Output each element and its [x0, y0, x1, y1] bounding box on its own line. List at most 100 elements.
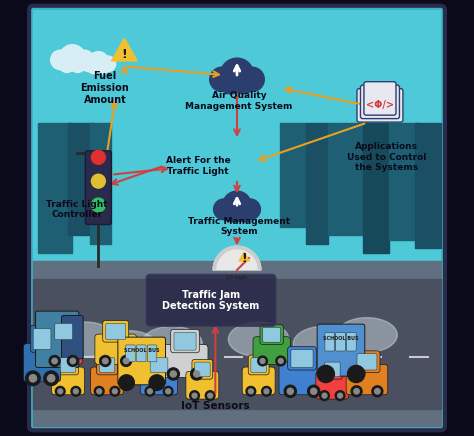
FancyBboxPatch shape [55, 324, 73, 340]
Circle shape [278, 358, 283, 363]
Circle shape [170, 371, 176, 377]
Bar [415, 123, 441, 249]
FancyBboxPatch shape [253, 337, 290, 364]
FancyBboxPatch shape [360, 85, 400, 119]
FancyBboxPatch shape [118, 337, 165, 385]
Circle shape [55, 386, 65, 396]
Circle shape [166, 389, 171, 394]
Circle shape [67, 355, 78, 366]
Text: IoT Sensors: IoT Sensors [181, 402, 250, 412]
FancyBboxPatch shape [357, 354, 377, 370]
Bar [38, 123, 73, 252]
FancyBboxPatch shape [147, 345, 157, 362]
FancyBboxPatch shape [322, 359, 343, 379]
FancyBboxPatch shape [150, 358, 168, 372]
Text: Applications
Used to Control
the Systems: Applications Used to Control the Systems [347, 143, 426, 172]
Circle shape [47, 375, 55, 382]
Text: Traffic Light
Controller: Traffic Light Controller [46, 200, 108, 219]
Circle shape [59, 56, 75, 72]
Circle shape [205, 391, 215, 401]
Bar [68, 123, 94, 235]
Circle shape [58, 389, 63, 394]
FancyBboxPatch shape [171, 329, 199, 353]
Circle shape [29, 375, 36, 382]
Text: Traffic Management
System: Traffic Management System [188, 217, 290, 236]
Circle shape [232, 202, 252, 222]
Circle shape [310, 388, 317, 394]
Circle shape [319, 391, 329, 401]
Circle shape [194, 371, 200, 377]
Text: Fuel
Emission
Amount: Fuel Emission Amount [81, 72, 129, 105]
Circle shape [88, 51, 109, 72]
Circle shape [96, 61, 109, 74]
Circle shape [374, 388, 380, 394]
FancyBboxPatch shape [99, 358, 115, 372]
FancyBboxPatch shape [52, 367, 84, 395]
Wedge shape [213, 246, 261, 270]
FancyBboxPatch shape [91, 367, 124, 395]
Text: !: ! [121, 48, 127, 61]
Circle shape [214, 199, 235, 220]
FancyBboxPatch shape [126, 345, 135, 362]
FancyBboxPatch shape [288, 347, 316, 370]
FancyBboxPatch shape [291, 350, 313, 368]
Circle shape [91, 174, 105, 188]
FancyBboxPatch shape [146, 274, 276, 326]
Circle shape [167, 368, 179, 380]
Circle shape [149, 375, 164, 390]
FancyBboxPatch shape [23, 344, 61, 382]
FancyBboxPatch shape [325, 362, 340, 377]
FancyBboxPatch shape [45, 334, 82, 364]
Circle shape [264, 389, 269, 394]
FancyBboxPatch shape [364, 82, 396, 115]
Circle shape [246, 386, 255, 396]
FancyBboxPatch shape [194, 362, 210, 377]
Circle shape [191, 368, 203, 380]
Text: Air Quality
Management System: Air Quality Management System [185, 91, 293, 111]
Text: SCHOOL BUS: SCHOOL BUS [124, 347, 159, 353]
FancyBboxPatch shape [186, 371, 219, 399]
Bar [33, 279, 441, 409]
FancyBboxPatch shape [140, 367, 178, 395]
FancyBboxPatch shape [60, 358, 76, 372]
Circle shape [87, 61, 100, 74]
FancyBboxPatch shape [357, 89, 403, 122]
Circle shape [100, 355, 111, 366]
FancyBboxPatch shape [85, 151, 111, 225]
FancyBboxPatch shape [103, 320, 129, 342]
Circle shape [91, 150, 105, 164]
Circle shape [276, 356, 286, 366]
FancyBboxPatch shape [242, 367, 275, 395]
Ellipse shape [337, 318, 397, 352]
FancyBboxPatch shape [33, 329, 51, 349]
Circle shape [51, 50, 70, 70]
FancyBboxPatch shape [33, 10, 441, 283]
Circle shape [94, 386, 104, 396]
Circle shape [112, 389, 117, 394]
Ellipse shape [99, 330, 159, 365]
FancyBboxPatch shape [260, 325, 283, 344]
Circle shape [118, 375, 134, 390]
FancyBboxPatch shape [354, 351, 380, 372]
Circle shape [347, 365, 365, 382]
Circle shape [322, 393, 327, 398]
Circle shape [91, 198, 105, 212]
Ellipse shape [142, 326, 202, 361]
FancyBboxPatch shape [346, 333, 356, 351]
Circle shape [192, 393, 197, 398]
Text: <Φ/>: <Φ/> [366, 100, 394, 110]
Circle shape [59, 45, 85, 71]
Ellipse shape [293, 326, 354, 361]
Circle shape [372, 386, 383, 397]
Bar [280, 123, 306, 227]
FancyBboxPatch shape [29, 6, 445, 430]
FancyBboxPatch shape [325, 333, 335, 351]
Circle shape [231, 71, 255, 94]
Bar [33, 261, 441, 426]
FancyBboxPatch shape [137, 345, 146, 362]
FancyBboxPatch shape [317, 324, 365, 376]
Circle shape [337, 393, 343, 398]
Ellipse shape [228, 322, 289, 357]
Circle shape [258, 356, 267, 366]
Bar [90, 123, 111, 244]
